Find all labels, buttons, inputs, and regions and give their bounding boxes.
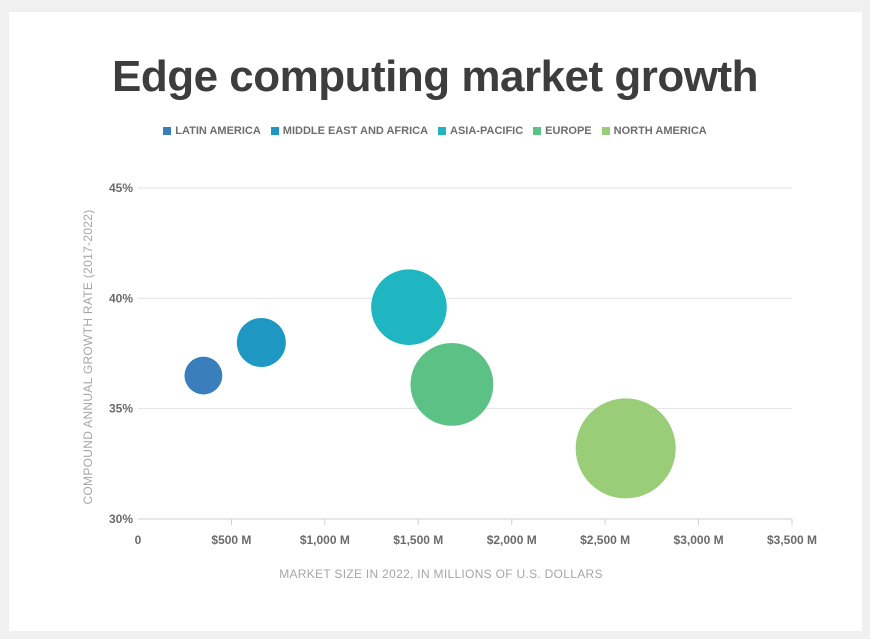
y-tick-label: 30% [109, 512, 133, 526]
legend-swatch [438, 127, 447, 135]
bubble-latin-america [184, 356, 223, 395]
legend-item: EUROPE [533, 125, 592, 137]
legend-item: ASIA-PACIFIC [438, 125, 523, 137]
legend-label: MIDDLE EAST AND AFRICA [282, 125, 429, 137]
x-tick-label: $2,500 M [580, 533, 630, 547]
legend-item: NORTH AMERICA [601, 125, 707, 137]
bubble-europe [410, 342, 494, 426]
legend-item: LATIN AMERICA [163, 125, 261, 137]
chart-title: Edge computing market growth [111, 52, 759, 101]
x-tick-label: $3,500 M [767, 533, 817, 547]
x-tick-label: $2,000 M [487, 533, 537, 547]
y-axis: 30% 35% 40% 45% [109, 181, 133, 526]
x-tick-label: $1,500 M [393, 533, 443, 547]
legend-label: EUROPE [545, 125, 592, 137]
legend-swatch [601, 127, 610, 135]
x-tick-label: $1,000 M [300, 533, 350, 547]
legend-item: MIDDLE EAST AND AFRICA [270, 125, 429, 137]
y-tick-label: 35% [109, 402, 133, 416]
bubbles [184, 269, 676, 499]
x-tick-label: 0 [135, 533, 142, 547]
bubble-middle-east-and-africa [236, 317, 286, 367]
y-tick-label: 40% [109, 291, 133, 305]
bubble-asia-pacific [371, 269, 447, 345]
legend-label: LATIN AMERICA [175, 125, 261, 137]
legend-swatch [163, 127, 172, 135]
y-tick-label: 45% [109, 181, 133, 195]
x-axis-title: MARKET SIZE IN 2022, IN MILLIONS OF U.S.… [279, 567, 603, 581]
legend-label: ASIA-PACIFIC [450, 125, 524, 137]
legend-label: NORTH AMERICA [613, 125, 707, 137]
x-axis: 0 $500 M $1,000 M $1,500 M $2,000 M $2,500 M $… [135, 518, 817, 547]
bubble-north-america [575, 398, 676, 499]
legend-swatch [533, 127, 542, 135]
y-axis-title: COMPOUND ANNUAL GROWTH RATE (2017-2022) [81, 209, 95, 504]
chart-legend: LATIN AMERICA MIDDLE EAST AND AFRICA ASIA-… [0, 125, 870, 137]
x-tick-label: $3,000 M [674, 533, 724, 547]
x-tick-label: $500 M [211, 533, 251, 547]
legend-swatch [270, 127, 279, 135]
